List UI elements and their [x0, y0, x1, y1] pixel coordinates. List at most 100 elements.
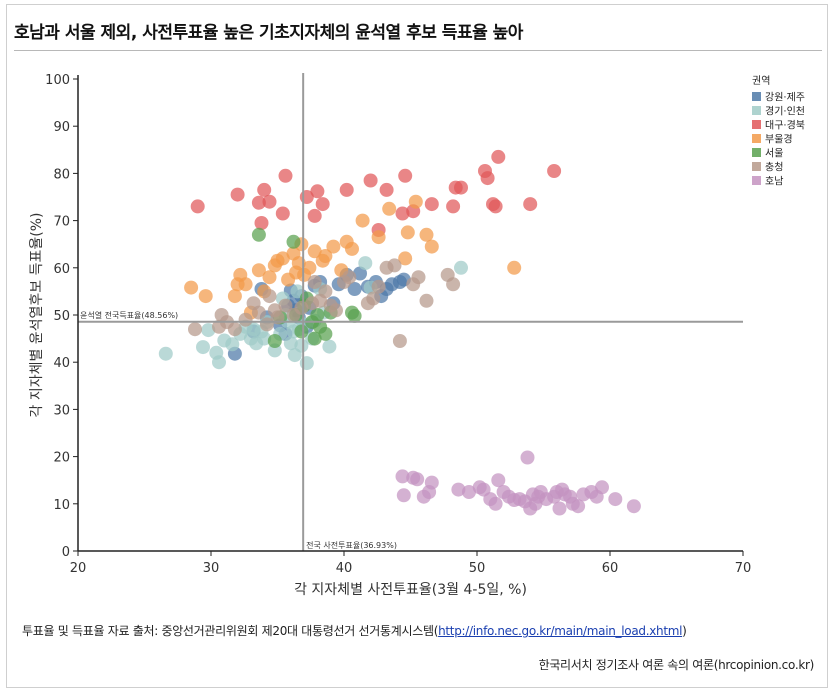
- data-point: [257, 182, 272, 197]
- data-point: [595, 480, 609, 495]
- data-point: [299, 356, 314, 371]
- data-point: [188, 322, 202, 337]
- data-point: [275, 251, 290, 266]
- x-tick-label: 40: [336, 561, 353, 576]
- data-point: [310, 308, 325, 322]
- data-point: [387, 258, 402, 273]
- data-point: [491, 473, 506, 488]
- y-tick-label: 40: [53, 356, 70, 371]
- legend-swatch: [752, 134, 761, 143]
- data-point: [355, 213, 370, 228]
- y-tick-label: 90: [53, 120, 70, 135]
- data-point: [419, 293, 434, 308]
- data-point: [608, 492, 623, 507]
- y-tick-label: 50: [53, 309, 70, 324]
- data-point: [353, 266, 367, 281]
- data-point: [571, 499, 586, 514]
- data-point: [238, 277, 253, 292]
- y-tick-label: 100: [45, 73, 70, 88]
- data-point: [227, 289, 242, 304]
- legend-label: 경기·인천: [765, 105, 805, 118]
- data-point: [358, 256, 373, 271]
- legend-label: 서울: [765, 148, 783, 160]
- data-point: [424, 239, 439, 254]
- data-point: [446, 199, 461, 214]
- data-point: [451, 482, 466, 497]
- data-point: [287, 348, 302, 363]
- reference-lines: 전국 사전투표율(36.93%) 윤석열 전국득표율(48.56%): [78, 73, 743, 551]
- data-point: [339, 182, 354, 197]
- legend-title: 권역: [752, 75, 770, 87]
- data-point: [254, 216, 269, 230]
- legend-swatch: [752, 120, 761, 129]
- data-point: [410, 472, 425, 487]
- data-point: [507, 260, 522, 275]
- data-point: [184, 280, 199, 295]
- data-point: [400, 225, 415, 240]
- data-point: [257, 331, 272, 346]
- data-point: [363, 173, 378, 188]
- data-point: [262, 194, 277, 209]
- data-point: [302, 260, 317, 275]
- x-tick-label: 60: [602, 561, 619, 576]
- data-point: [371, 279, 386, 294]
- data-point: [307, 331, 322, 346]
- data-point: [424, 197, 439, 212]
- data-point: [262, 270, 277, 285]
- chart-title: 호남과 서울 제외, 사전투표율 높은 기초지자체의 윤석열 후보 득표율 높아: [14, 23, 523, 43]
- y-tick-label: 30: [53, 403, 70, 418]
- data-point: [307, 275, 322, 289]
- data-point: [520, 450, 535, 465]
- data-point: [462, 485, 476, 499]
- data-point: [396, 488, 411, 503]
- y-tick-label: 70: [53, 215, 70, 230]
- y-tick-label: 10: [53, 498, 70, 513]
- data-point: [315, 197, 330, 212]
- data-point: [251, 195, 266, 210]
- x-axis-label: 각 지자체별 사전투표율(3월 4-5일, %): [294, 582, 527, 598]
- source-text: 투표율 및 득표율 자료 출처: 중앙선거관리위원회 제20대 대통령선거 선거…: [22, 624, 439, 638]
- data-point: [307, 244, 322, 259]
- source-link[interactable]: http://info.nec.go.kr/main/main_load.xht…: [438, 624, 683, 638]
- source-close: ): [682, 624, 687, 638]
- points-layer: [158, 149, 641, 516]
- data-point: [251, 305, 266, 320]
- data-point: [307, 208, 322, 223]
- legend-label: 호남: [765, 176, 783, 188]
- x-tick-label: 50: [469, 561, 486, 576]
- credit-note: 한국리서치 정기조사 여론 속의 여론(hrcopinion.co.kr): [538, 658, 815, 672]
- y-tick-label: 20: [53, 451, 70, 466]
- data-point: [262, 289, 277, 304]
- data-point: [246, 322, 261, 337]
- legend-swatch: [752, 106, 761, 115]
- data-point: [294, 300, 309, 315]
- data-point: [310, 184, 325, 199]
- data-point: [491, 149, 506, 164]
- legend-swatch: [752, 176, 761, 185]
- data-point: [238, 312, 253, 327]
- data-point: [278, 298, 293, 313]
- reference-label-horizontal: 윤석열 전국득표율(48.56%): [80, 310, 178, 320]
- data-point: [395, 469, 410, 484]
- x-tick-label: 70: [735, 561, 752, 576]
- data-point: [371, 230, 386, 245]
- data-point: [286, 234, 301, 249]
- data-point: [225, 337, 240, 352]
- data-point: [201, 323, 216, 338]
- data-point: [366, 291, 381, 306]
- data-point: [267, 334, 282, 348]
- legend-label: 충청: [765, 162, 783, 174]
- y-axis-label: 각 지자체별 윤석열후보 득표율(%): [29, 212, 45, 417]
- data-point: [398, 168, 413, 183]
- chart-frame: [6, 4, 828, 688]
- data-point: [446, 277, 461, 292]
- data-point: [347, 282, 362, 296]
- data-point: [395, 206, 410, 221]
- data-point: [323, 298, 338, 313]
- data-point: [411, 270, 426, 285]
- legend-swatch: [752, 162, 761, 171]
- data-point: [523, 197, 538, 212]
- data-point: [488, 199, 503, 214]
